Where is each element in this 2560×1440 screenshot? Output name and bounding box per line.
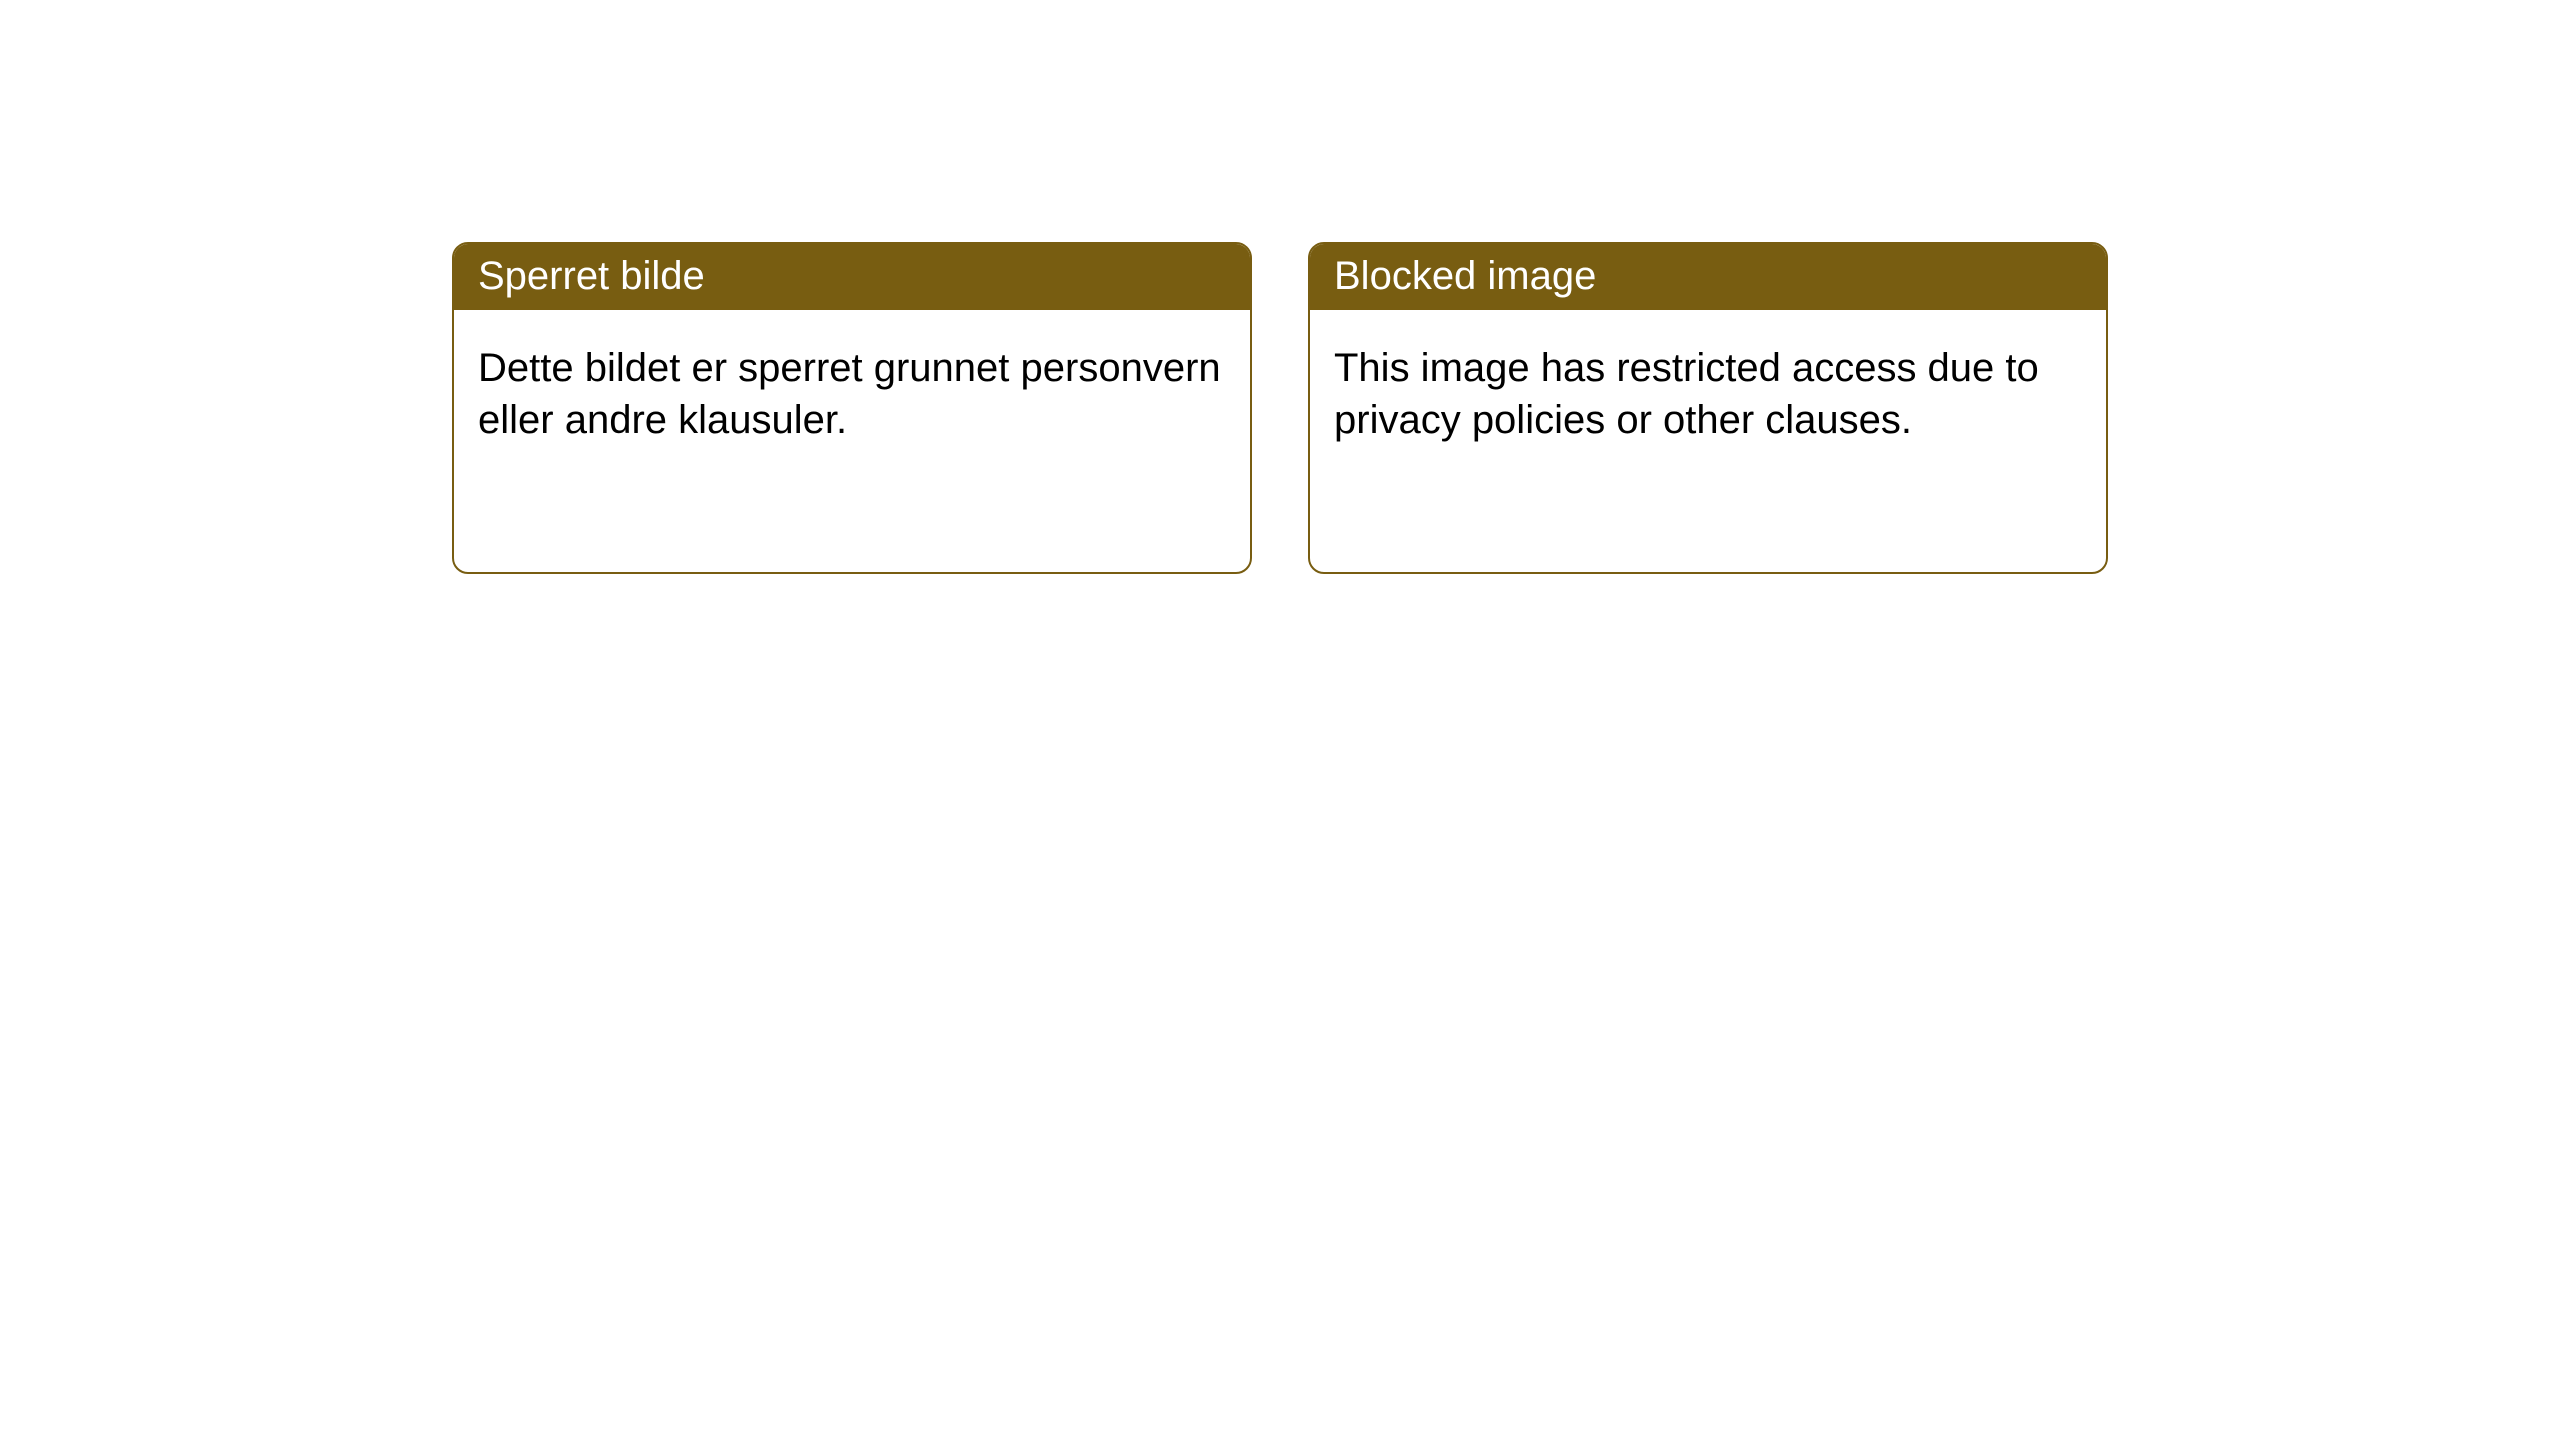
card-message: Dette bildet er sperret grunnet personve… [478,346,1221,442]
card-title: Blocked image [1334,254,1596,298]
card-body: This image has restricted access due to … [1310,310,2106,478]
blocked-image-card-no: Sperret bilde Dette bildet er sperret gr… [452,242,1252,574]
card-title: Sperret bilde [478,254,705,298]
card-body: Dette bildet er sperret grunnet personve… [454,310,1250,478]
notice-container: Sperret bilde Dette bildet er sperret gr… [0,0,2560,574]
card-header: Sperret bilde [454,244,1250,310]
card-message: This image has restricted access due to … [1334,346,2039,442]
blocked-image-card-en: Blocked image This image has restricted … [1308,242,2108,574]
card-header: Blocked image [1310,244,2106,310]
